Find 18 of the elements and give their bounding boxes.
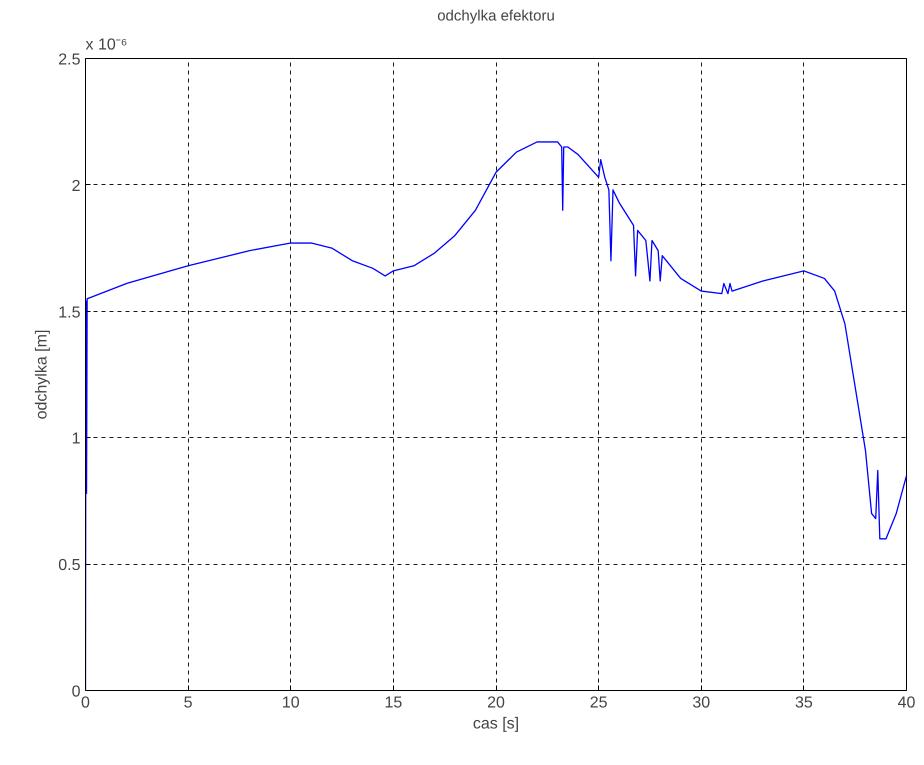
x-tick-label: 5: [184, 694, 193, 712]
x-tick-label: 20: [487, 694, 505, 712]
x-tick-label: 30: [692, 694, 710, 712]
y-tick-label: 1.5: [58, 304, 81, 322]
y-tick-label: 0: [72, 684, 81, 700]
y-tick-label: 2.5: [58, 52, 81, 68]
y-tick-label: 1: [72, 430, 81, 448]
x-tick-label: 35: [794, 694, 813, 712]
x-tick-label: 10: [282, 694, 300, 712]
x-tick-label: 25: [590, 694, 608, 712]
x-tick-label: 15: [384, 694, 402, 712]
text: x 10⁻⁶: [86, 36, 128, 54]
y-tick-label: 0.5: [58, 557, 81, 574]
x-tick-label: 40: [898, 694, 916, 712]
chart-title: odchylka efektoru: [437, 8, 555, 24]
y-tick-label: 2: [72, 178, 81, 195]
x-axis-title: cas [s]: [472, 716, 520, 732]
y-axis-title: odchylka [m]: [33, 330, 50, 420]
